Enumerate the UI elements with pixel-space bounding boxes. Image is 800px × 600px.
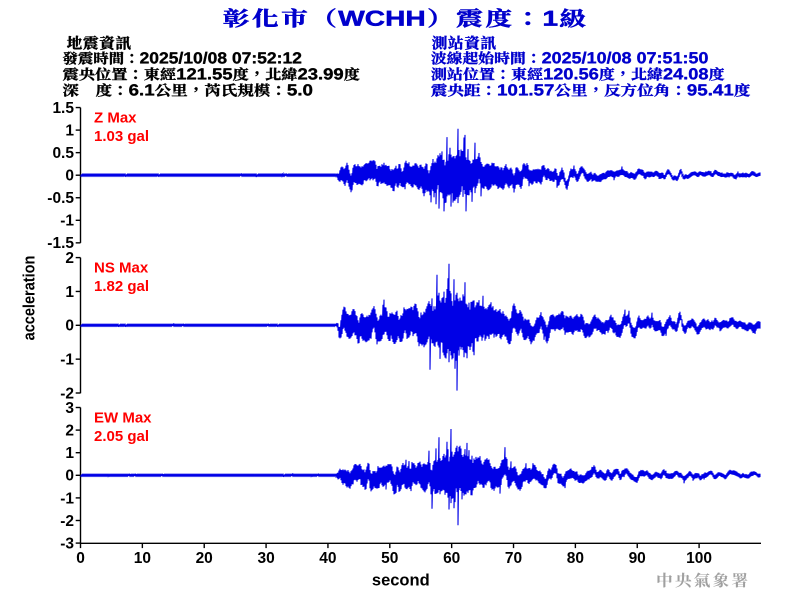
svg-text:second: second xyxy=(372,572,430,590)
svg-text:-2: -2 xyxy=(60,513,74,530)
svg-text:1.03 gal: 1.03 gal xyxy=(94,128,149,145)
svg-text:10: 10 xyxy=(134,550,151,567)
svg-text:1: 1 xyxy=(65,445,74,462)
svg-text:-3: -3 xyxy=(60,536,74,553)
svg-text:2.05 gal: 2.05 gal xyxy=(94,428,149,445)
svg-text:0: 0 xyxy=(76,550,85,567)
svg-text:2: 2 xyxy=(65,250,74,267)
svg-text:NS Max: NS Max xyxy=(94,260,149,277)
svg-text:EW Max: EW Max xyxy=(94,409,152,426)
svg-text:60: 60 xyxy=(443,550,460,567)
svg-text:-1: -1 xyxy=(60,213,74,230)
svg-text:100: 100 xyxy=(686,550,712,567)
svg-text:70: 70 xyxy=(505,550,522,567)
svg-text:-0.5: -0.5 xyxy=(47,190,74,207)
svg-text:2: 2 xyxy=(65,423,74,440)
svg-text:-1.5: -1.5 xyxy=(47,235,74,252)
svg-text:1: 1 xyxy=(65,284,74,301)
svg-text:0.5: 0.5 xyxy=(52,145,74,162)
svg-text:Z Max: Z Max xyxy=(94,110,137,127)
svg-text:0: 0 xyxy=(65,318,74,335)
svg-text:80: 80 xyxy=(567,550,584,567)
svg-text:acceleration: acceleration xyxy=(21,256,39,341)
svg-text:30: 30 xyxy=(257,550,274,567)
svg-text:0: 0 xyxy=(65,468,74,485)
svg-text:-1: -1 xyxy=(60,352,74,369)
svg-text:-1: -1 xyxy=(60,490,74,507)
svg-text:3: 3 xyxy=(65,400,74,417)
svg-text:90: 90 xyxy=(629,550,646,567)
svg-text:1: 1 xyxy=(65,123,74,140)
svg-text:1.82 gal: 1.82 gal xyxy=(94,278,149,295)
svg-text:-2: -2 xyxy=(60,385,74,402)
svg-text:1.5: 1.5 xyxy=(52,100,74,117)
svg-text:40: 40 xyxy=(319,550,336,567)
svg-text:50: 50 xyxy=(381,550,398,567)
svg-text:20: 20 xyxy=(196,550,213,567)
svg-text:0: 0 xyxy=(65,168,74,185)
